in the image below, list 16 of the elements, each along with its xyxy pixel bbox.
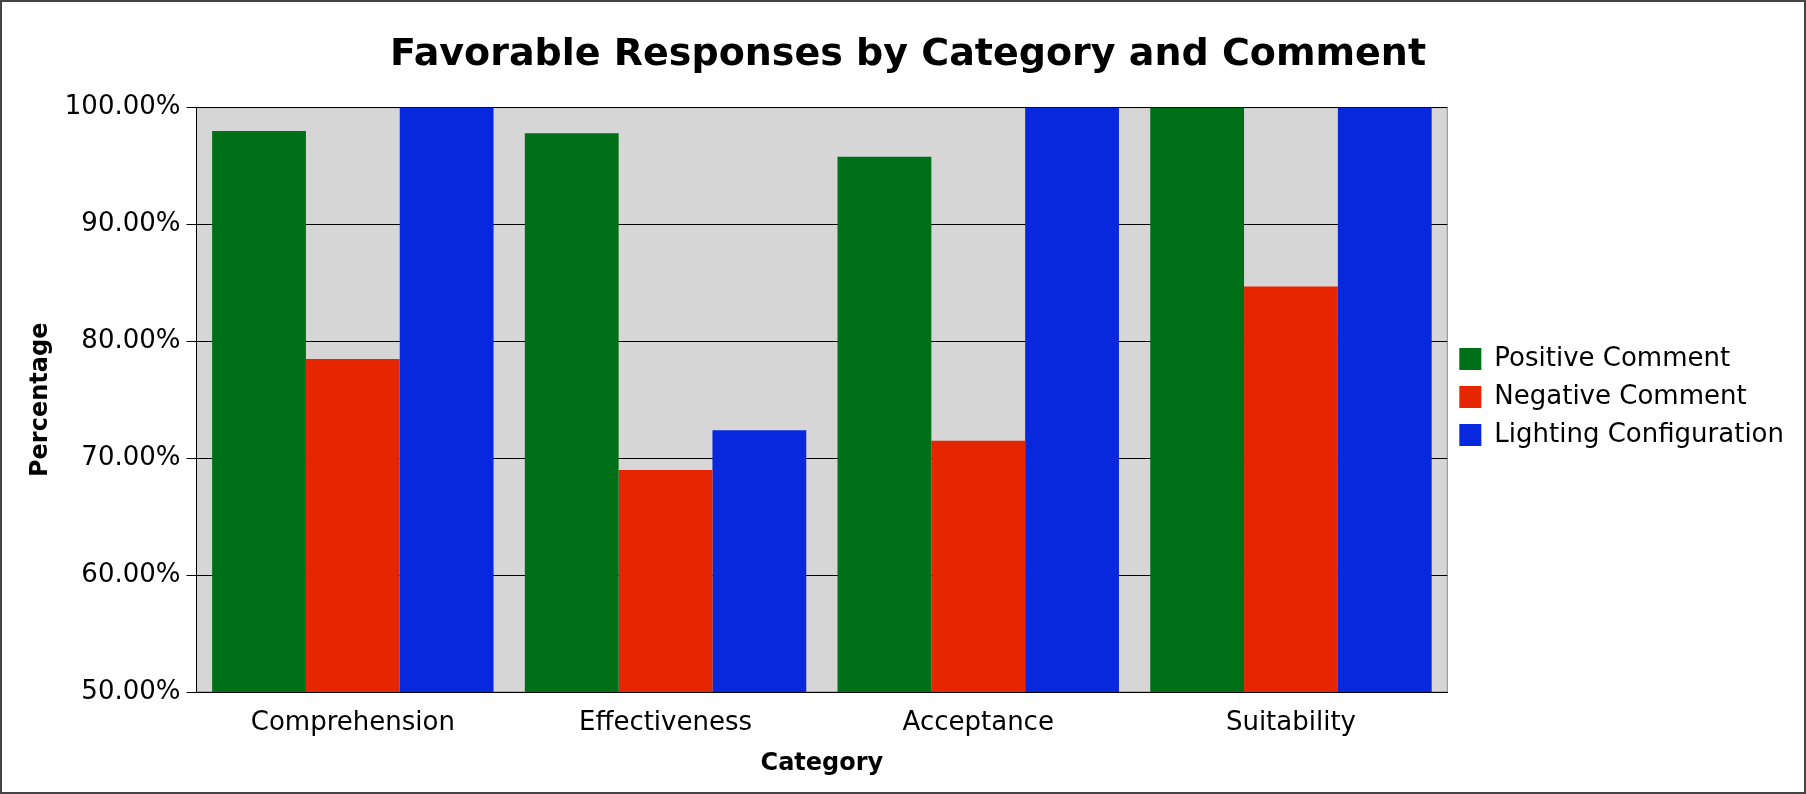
x-tick-label: Acceptance [902,706,1054,737]
y-tick-label: 60.00% [81,557,181,588]
x-axis-title: Category [760,747,884,776]
y-tick-label: 70.00% [81,440,181,471]
y-tick-label: 90.00% [81,207,181,238]
legend-label: Lighting Configuration [1494,417,1785,448]
y-tick-label: 50.00% [81,674,181,705]
chart-title: Favorable Responses by Category and Comment [389,29,1427,74]
y-axis-title: Percentage [24,322,53,478]
x-tick-label: Suitability [1225,706,1357,737]
legend-label: Positive Comment [1494,341,1731,372]
y-tick-label: 100.00% [64,90,181,121]
x-tick-label: Comprehension [250,706,455,737]
y-tick-label: 80.00% [81,324,181,355]
x-tick-label: Effectiveness [579,706,753,737]
legend-label: Negative Comment [1494,379,1747,410]
